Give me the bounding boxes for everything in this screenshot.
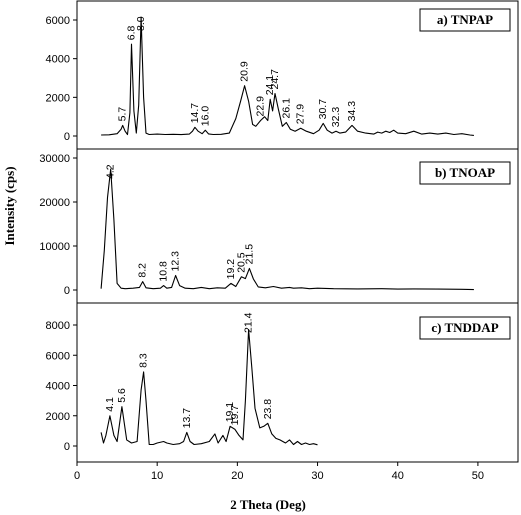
y-tick-label: 30000 xyxy=(39,153,70,165)
y-tick-label: 4000 xyxy=(46,381,70,393)
peak-label: 5.6 xyxy=(116,388,128,403)
peak-label: 16.0 xyxy=(199,106,211,127)
y-axis-title: Intensity (cps) xyxy=(2,166,17,245)
panel-3: 0 2000 4000 6000 8000 4.15.6 8.3 13.7 19.119.7 21… xyxy=(46,302,519,463)
y-tick-label: 0 xyxy=(64,285,70,297)
peak-label: 12.3 xyxy=(170,251,182,272)
y-tick-label: 4000 xyxy=(46,54,70,66)
peak-label: 8.2 xyxy=(137,263,149,278)
peak-label: 13.7 xyxy=(181,408,193,429)
x-tick-label: 30 xyxy=(311,470,323,482)
peak-label: 26.1 xyxy=(280,98,292,119)
peak-label: 10.8 xyxy=(158,261,170,282)
peak-label: 23.8 xyxy=(262,399,274,420)
y-tick-label: 8000 xyxy=(46,320,70,332)
y-tick-label: 10000 xyxy=(39,241,70,253)
peak-label: 19.2 xyxy=(225,259,237,280)
panel-label: b) TNOAP xyxy=(435,165,495,180)
panels-group: 0 2000 4000 6000 5.7 6.88.0 14.716.0 20.9 22.924… xyxy=(39,0,519,463)
y-tick-label: 6000 xyxy=(46,15,70,27)
peak-label: 5.7 xyxy=(117,107,129,122)
peak-label: 30.7 xyxy=(317,99,329,120)
x-tick-label: 20 xyxy=(231,470,243,482)
y-tick-label: 0 xyxy=(64,441,70,453)
x-tick-label: 10 xyxy=(151,470,163,482)
panel-label-box xyxy=(419,8,511,32)
series-line xyxy=(100,328,318,446)
x-tick-label: 50 xyxy=(472,470,484,482)
y-tick-label: 2000 xyxy=(46,92,70,104)
peak-label: 4.2 xyxy=(105,164,117,179)
series-line xyxy=(100,168,474,291)
peak-label: 19.1 xyxy=(224,402,236,423)
peak-label: 34.3 xyxy=(346,101,358,122)
panel-1: 0 2000 4000 6000 5.7 6.88.0 14.716.0 20.9 22.924… xyxy=(46,0,519,150)
series-line xyxy=(101,16,474,136)
peak-label: 21.4 xyxy=(243,312,255,333)
panel-frame xyxy=(76,302,519,463)
panel-label-box xyxy=(419,161,511,185)
peak-label: 24.1 xyxy=(264,75,276,96)
y-tick-label: 2000 xyxy=(46,411,70,423)
peak-label: 27.9 xyxy=(295,104,307,125)
panel-label-box xyxy=(419,316,511,340)
x-tick-label: 0 xyxy=(74,470,80,482)
peak-label: 8.3 xyxy=(138,353,150,368)
y-tick-label: 0 xyxy=(64,131,70,143)
peak-label: 4.1 xyxy=(104,397,116,412)
peak-label: 32.3 xyxy=(330,107,342,128)
peak-label: 22.9 xyxy=(255,96,267,117)
x-axis-title: 2 Theta (Deg) xyxy=(230,497,306,512)
peak-label: 8.0 xyxy=(135,16,147,31)
peak-label: 24.7 xyxy=(269,69,281,90)
peak-label: 20.9 xyxy=(239,61,251,82)
panel-2: 0 10000 20000 30000 4.2 8.2 10.8 12.3 19.220.521… xyxy=(39,148,519,304)
peak-label: 6.8 xyxy=(126,25,138,40)
panel-label: a) TNPAP xyxy=(437,12,493,27)
peak-label: 20.5 xyxy=(235,252,247,273)
y-tick-label: 6000 xyxy=(46,350,70,362)
panel-label: c) TNDDAP xyxy=(431,320,498,335)
peak-label: 19.7 xyxy=(229,405,241,426)
peak-label: 21.5 xyxy=(243,244,255,265)
peak-label: 14.7 xyxy=(189,103,201,124)
x-tick-label: 40 xyxy=(392,470,404,482)
x-axis: 0 10 20 30 40 50 xyxy=(74,462,484,482)
y-tick-label: 20000 xyxy=(39,197,70,209)
